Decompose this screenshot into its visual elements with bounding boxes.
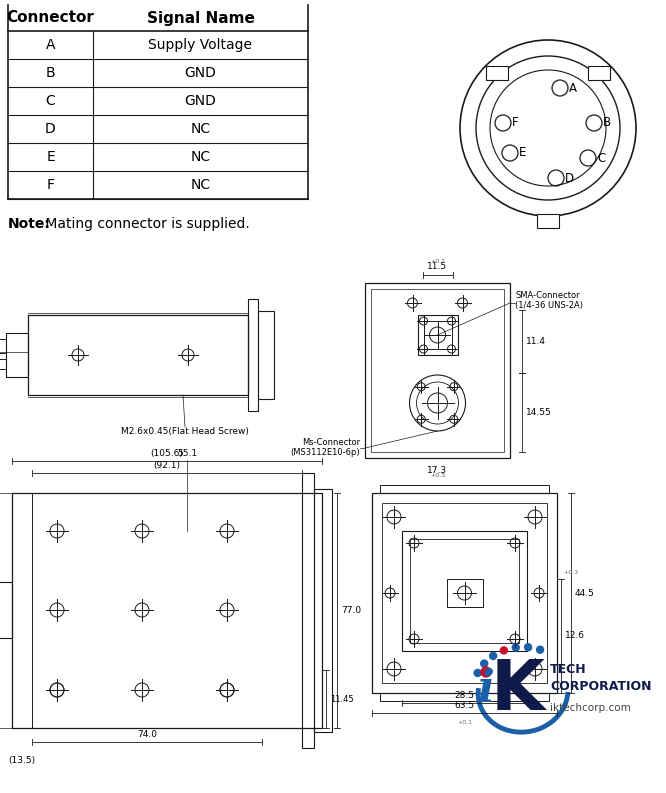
Bar bbox=[402, 531, 527, 651]
Bar bbox=[410, 539, 519, 643]
Bar bbox=[6, 333, 28, 377]
Bar bbox=[0, 359, 6, 369]
Text: 14.55: 14.55 bbox=[526, 408, 551, 417]
Text: 17.3: 17.3 bbox=[428, 466, 448, 475]
Bar bbox=[382, 503, 547, 683]
Text: M2.6x0.45(Flat Head Screw): M2.6x0.45(Flat Head Screw) bbox=[121, 427, 249, 436]
Bar bbox=[365, 283, 510, 458]
Text: 77.0: 77.0 bbox=[341, 606, 361, 615]
Text: 74.0: 74.0 bbox=[137, 730, 157, 739]
Text: K: K bbox=[491, 657, 545, 723]
Text: Supply Voltage: Supply Voltage bbox=[149, 38, 252, 52]
Circle shape bbox=[500, 647, 507, 654]
Text: Mating connector is supplied.: Mating connector is supplied. bbox=[41, 217, 250, 231]
Circle shape bbox=[537, 646, 543, 653]
Bar bbox=[258, 311, 274, 399]
Text: 11.4: 11.4 bbox=[526, 337, 546, 346]
Bar bbox=[12, 493, 322, 728]
Text: GND: GND bbox=[184, 94, 216, 108]
Bar bbox=[380, 693, 549, 701]
Circle shape bbox=[474, 669, 481, 676]
Text: SMA-Connector
(1/4-36 UNS-2A): SMA-Connector (1/4-36 UNS-2A) bbox=[515, 291, 583, 310]
Bar bbox=[314, 489, 332, 732]
Bar bbox=[537, 214, 559, 228]
Text: i: i bbox=[478, 668, 494, 711]
Bar bbox=[32, 493, 302, 728]
Text: GND: GND bbox=[184, 66, 216, 80]
Text: F: F bbox=[47, 178, 55, 192]
Text: A: A bbox=[569, 82, 577, 94]
Text: +0.1: +0.1 bbox=[457, 720, 472, 725]
Text: B: B bbox=[46, 66, 55, 80]
Text: (13.5): (13.5) bbox=[9, 756, 35, 765]
Text: NC: NC bbox=[190, 150, 210, 164]
Circle shape bbox=[481, 667, 491, 677]
Text: iktechcorp.com: iktechcorp.com bbox=[550, 703, 631, 713]
Text: Note:: Note: bbox=[8, 217, 51, 231]
Text: Signal Name: Signal Name bbox=[147, 10, 254, 25]
Text: C: C bbox=[46, 94, 55, 108]
Text: 44.5: 44.5 bbox=[575, 588, 595, 597]
Bar bbox=[371, 289, 504, 452]
Bar bbox=[588, 66, 610, 80]
Bar bbox=[0, 339, 6, 353]
Text: (92.1): (92.1) bbox=[153, 461, 180, 470]
Text: 55.1: 55.1 bbox=[177, 449, 197, 458]
Text: TECH
CORPORATION: TECH CORPORATION bbox=[550, 663, 651, 693]
Text: E: E bbox=[46, 150, 55, 164]
Text: +0.3: +0.3 bbox=[563, 570, 578, 575]
Text: D: D bbox=[565, 171, 574, 185]
Text: F: F bbox=[512, 117, 519, 129]
Bar bbox=[372, 493, 557, 693]
Circle shape bbox=[490, 653, 497, 660]
Text: +0.1: +0.1 bbox=[430, 259, 445, 264]
Bar bbox=[0, 582, 12, 638]
Bar bbox=[446, 579, 482, 607]
Bar bbox=[248, 299, 258, 411]
Bar bbox=[424, 321, 452, 349]
Bar bbox=[28, 315, 248, 395]
Text: 63.5: 63.5 bbox=[454, 701, 475, 710]
Text: C: C bbox=[597, 151, 605, 164]
Text: B: B bbox=[603, 117, 611, 129]
Text: A: A bbox=[46, 38, 55, 52]
Bar bbox=[302, 473, 314, 748]
Bar bbox=[380, 485, 549, 493]
Text: +0.3: +0.3 bbox=[430, 473, 445, 478]
Circle shape bbox=[525, 644, 531, 651]
Text: E: E bbox=[519, 147, 526, 159]
Text: Connector: Connector bbox=[7, 10, 95, 25]
Text: NC: NC bbox=[190, 122, 210, 136]
Text: 11.5: 11.5 bbox=[428, 262, 448, 271]
Text: (105.6): (105.6) bbox=[151, 449, 183, 458]
Text: NC: NC bbox=[190, 178, 210, 192]
Text: 11.45: 11.45 bbox=[330, 695, 354, 703]
Text: 12.6: 12.6 bbox=[565, 631, 585, 641]
Circle shape bbox=[512, 644, 519, 651]
Text: Ms-Connector
(MS3112E10-6p): Ms-Connector (MS3112E10-6p) bbox=[290, 438, 360, 458]
Bar bbox=[486, 66, 508, 80]
Bar bbox=[418, 315, 458, 355]
Circle shape bbox=[481, 660, 488, 667]
Text: 28.5: 28.5 bbox=[454, 691, 474, 700]
Text: D: D bbox=[45, 122, 56, 136]
